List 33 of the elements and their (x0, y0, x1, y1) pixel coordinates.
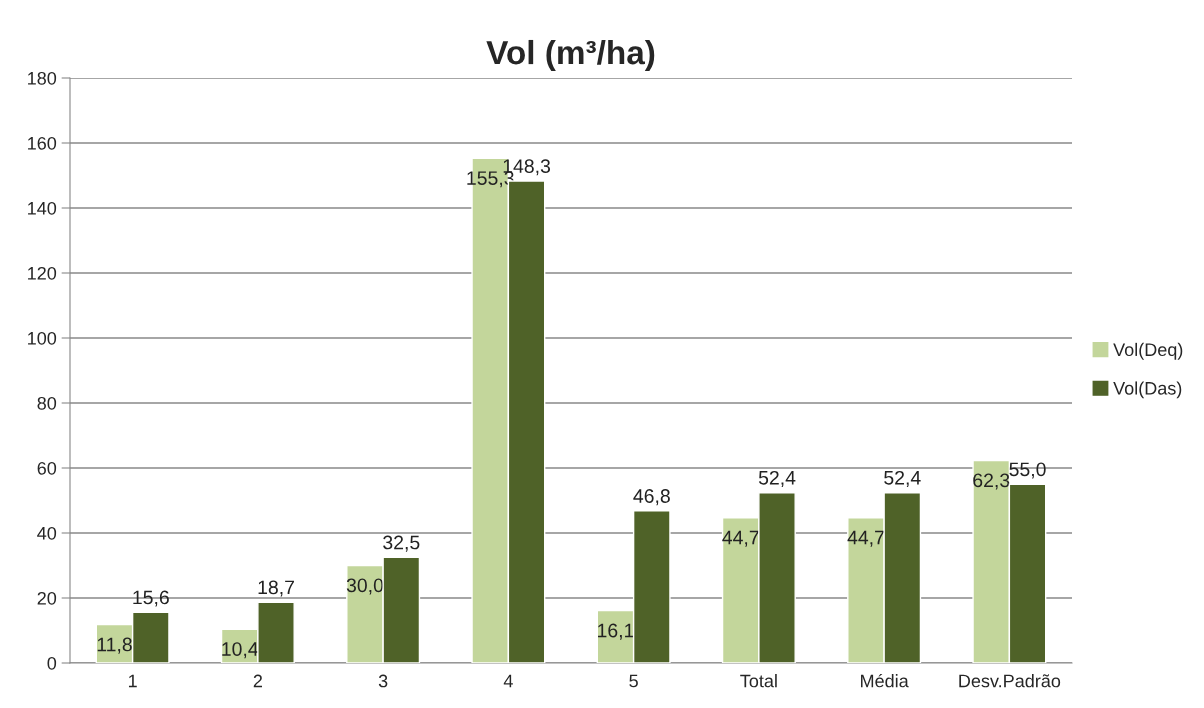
y-tick-label: 100 (28, 331, 57, 345)
data-label: 30,0 (346, 578, 384, 595)
data-label: 32,5 (383, 535, 420, 552)
x-tick-label: Média (861, 673, 909, 688)
legend-label: Vol(Deq) (1113, 342, 1183, 360)
data-label: 52,4 (884, 470, 921, 487)
data-label: 15,6 (133, 590, 169, 607)
data-label: 55,0 (1009, 462, 1046, 479)
data-label: 16,1 (598, 623, 634, 640)
y-tick-label: 20 (37, 591, 57, 605)
y-tick-label: 80 (37, 396, 57, 410)
x-tick-label: 3 (378, 674, 388, 688)
chart-title: Vol (m³/ha) (486, 39, 655, 72)
y-tick-label: 0 (47, 656, 57, 670)
data-label: 10,4 (222, 642, 259, 659)
data-label: 52,4 (758, 470, 796, 487)
y-tick-label: 40 (37, 526, 57, 540)
x-tick-label: 1 (128, 674, 137, 688)
x-tick-label: 4 (503, 674, 513, 688)
data-label: 11,8 (97, 637, 132, 654)
x-tick-label: 2 (253, 674, 262, 688)
y-tick-label: 180 (28, 71, 57, 85)
y-tick-label: 140 (28, 201, 57, 215)
x-tick-label: Total (740, 674, 777, 688)
y-tick-label: 160 (28, 136, 57, 150)
x-tick-label: Desv.Padrão (959, 674, 1061, 688)
data-label: 18,7 (258, 580, 294, 597)
data-label: 46,8 (633, 489, 670, 506)
y-tick-label: 120 (28, 266, 57, 280)
y-tick-label: 60 (37, 461, 57, 475)
legend-label: Vol(Das) (1113, 381, 1182, 399)
data-label: 44,7 (847, 530, 884, 547)
x-tick-label: 5 (629, 674, 638, 688)
